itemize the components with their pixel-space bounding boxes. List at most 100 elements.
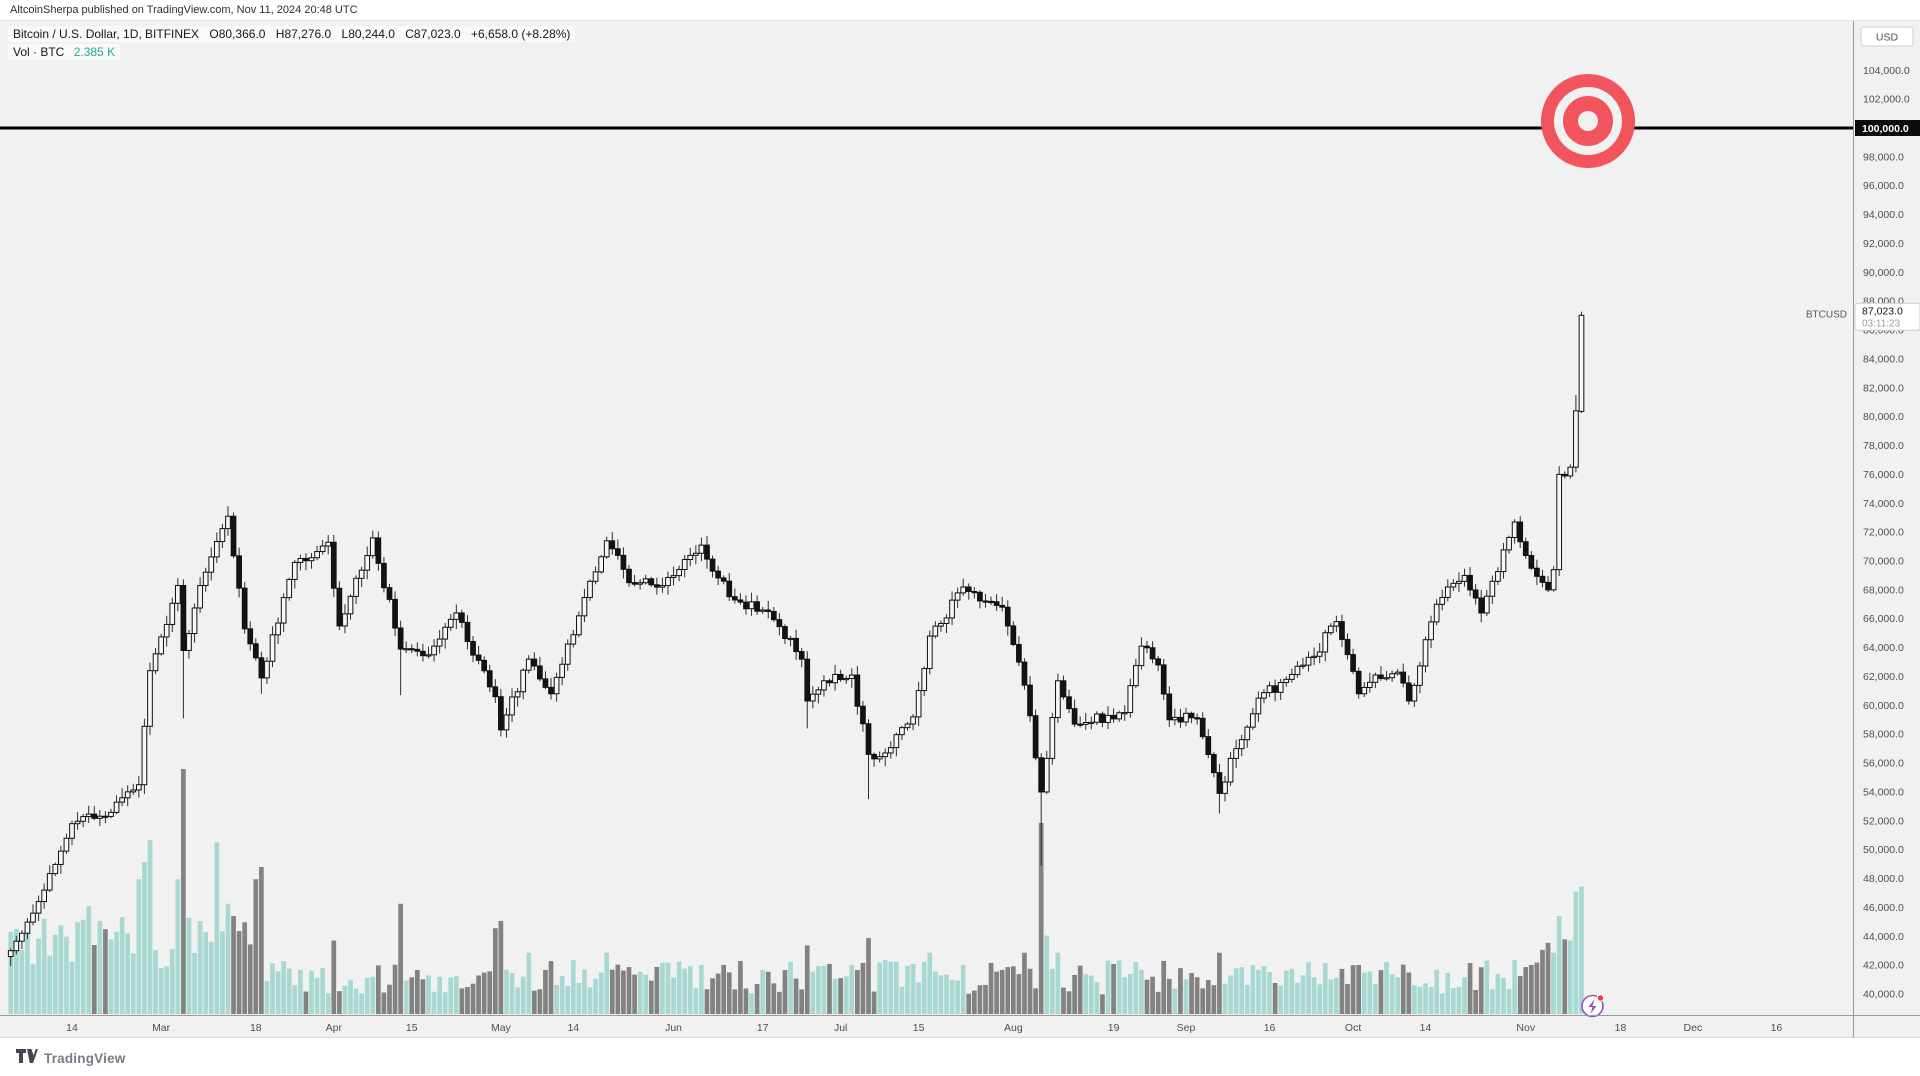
time-tick-label: Jul: [834, 1022, 847, 1034]
flash-icon[interactable]: [1581, 994, 1605, 1018]
candle-up: [135, 784, 142, 791]
price-tick-label: 98,000.0: [1863, 151, 1904, 163]
volume-bar: [1490, 989, 1495, 1014]
volume-bar: [526, 952, 532, 1014]
candle-up: [358, 569, 365, 579]
volume-bar: [699, 965, 704, 1014]
volume-bar: [69, 961, 75, 1014]
candle-up: [35, 901, 42, 914]
volume-bar: [570, 960, 576, 1014]
candle-up: [559, 663, 566, 678]
candle-up: [1105, 714, 1111, 723]
price-tick-label: 48,000.0: [1863, 873, 1904, 885]
volume-bar: [58, 925, 64, 1014]
candle-up: [642, 578, 649, 584]
volume-bar: [80, 919, 86, 1014]
volume-bar: [949, 979, 955, 1014]
candle-up: [1383, 677, 1390, 680]
volume-bar: [660, 962, 665, 1014]
candle-up: [124, 791, 131, 799]
candle-up: [1172, 716, 1178, 721]
volume-bar: [1094, 982, 1100, 1014]
volume-bar: [197, 921, 203, 1014]
candle-up: [308, 557, 315, 562]
candle-up: [453, 612, 460, 620]
candle-up: [1227, 757, 1234, 783]
volume-label[interactable]: Vol · BTC: [13, 45, 65, 59]
volume-bar: [247, 944, 253, 1014]
volume-bar: [1261, 966, 1267, 1014]
candle-up: [882, 752, 889, 758]
candle-up: [197, 585, 203, 609]
volume-bar: [1278, 985, 1284, 1014]
candle-down: [531, 658, 538, 667]
volume-bar: [1478, 967, 1484, 1014]
volume-bar: [1172, 988, 1178, 1014]
candle-down: [871, 753, 877, 760]
candle-down: [1027, 684, 1033, 717]
volume-bar: [671, 977, 676, 1014]
candle-up: [665, 576, 671, 587]
target-icon[interactable]: [1541, 74, 1635, 168]
price-chart[interactable]: 40,000.0 42,000.0 44,000.0 46,000.0 48,000.0…: [0, 21, 1920, 1039]
volume-bar: [225, 903, 231, 1014]
volume-bar: [971, 990, 977, 1014]
volume-bar: [348, 979, 353, 1014]
candle-up: [1372, 674, 1379, 683]
candle-up: [1327, 625, 1334, 634]
price-tick-label: 70,000.0: [1863, 556, 1904, 568]
volume-bar: [1384, 961, 1389, 1014]
price-tick-label: 78,000.0: [1863, 440, 1904, 452]
candle-down: [1199, 717, 1206, 738]
candle-up: [158, 636, 164, 655]
volume-bar: [1244, 984, 1250, 1014]
candle-up: [46, 873, 53, 891]
volume-bar: [147, 840, 153, 1014]
candle-up: [1266, 685, 1273, 694]
candle-down: [1478, 597, 1485, 614]
candle-up: [1417, 665, 1423, 686]
volume-bar: [1116, 960, 1122, 1014]
candle-up: [921, 668, 928, 692]
volume-bar: [760, 969, 766, 1014]
candle-up: [286, 578, 293, 599]
candle-up: [926, 635, 933, 670]
candle-down: [1038, 757, 1045, 793]
candle-up: [41, 889, 47, 903]
volume-bar: [905, 965, 910, 1014]
volume-bar: [771, 983, 777, 1014]
symbol-title[interactable]: Bitcoin / U.S. Dollar, 1D, BITFINEX: [13, 27, 200, 41]
volume-bar: [1428, 987, 1434, 1014]
volume-bar: [1033, 988, 1038, 1014]
candle-up: [24, 921, 31, 934]
candle-up: [670, 575, 677, 578]
volume-bar: [843, 976, 849, 1014]
volume-bar: [559, 975, 565, 1014]
volume-bar: [470, 983, 476, 1014]
volume-bar: [1083, 974, 1089, 1014]
time-tick-label: 17: [757, 1022, 769, 1034]
candle-up: [1506, 536, 1512, 551]
time-axis[interactable]: 14 Mar 18 Apr 15 May 14 Jun 17 Jul 15 Aug 19 Sep 16 Oct…: [0, 1015, 1920, 1035]
candle-down: [91, 813, 98, 819]
price-axis[interactable]: 40,000.0 42,000.0 44,000.0 46,000.0 48,000.0…: [1806, 21, 1920, 1039]
usd-currency-button[interactable]: [1860, 26, 1914, 47]
volume-bar: [203, 932, 209, 1014]
volume-value: 2.385 K: [73, 45, 116, 59]
volume-bar: [158, 967, 164, 1014]
usd-currency-label[interactable]: USD: [1876, 32, 1899, 44]
price-tick-label: 54,000.0: [1863, 786, 1904, 798]
volume-bar: [537, 989, 543, 1014]
volume-bar: [1406, 972, 1412, 1014]
candle-up: [949, 599, 955, 619]
candle-up: [570, 634, 577, 645]
candle-up: [202, 571, 209, 587]
candle-up: [1222, 781, 1228, 794]
candle-up: [291, 561, 298, 580]
candle-up: [219, 528, 226, 543]
volume-bar: [52, 934, 58, 1014]
volume-bar: [1217, 952, 1222, 1014]
price-tick-label: 92,000.0: [1863, 238, 1904, 250]
tradingview-brand[interactable]: TradingView: [16, 1049, 125, 1068]
candle-down: [392, 598, 398, 629]
